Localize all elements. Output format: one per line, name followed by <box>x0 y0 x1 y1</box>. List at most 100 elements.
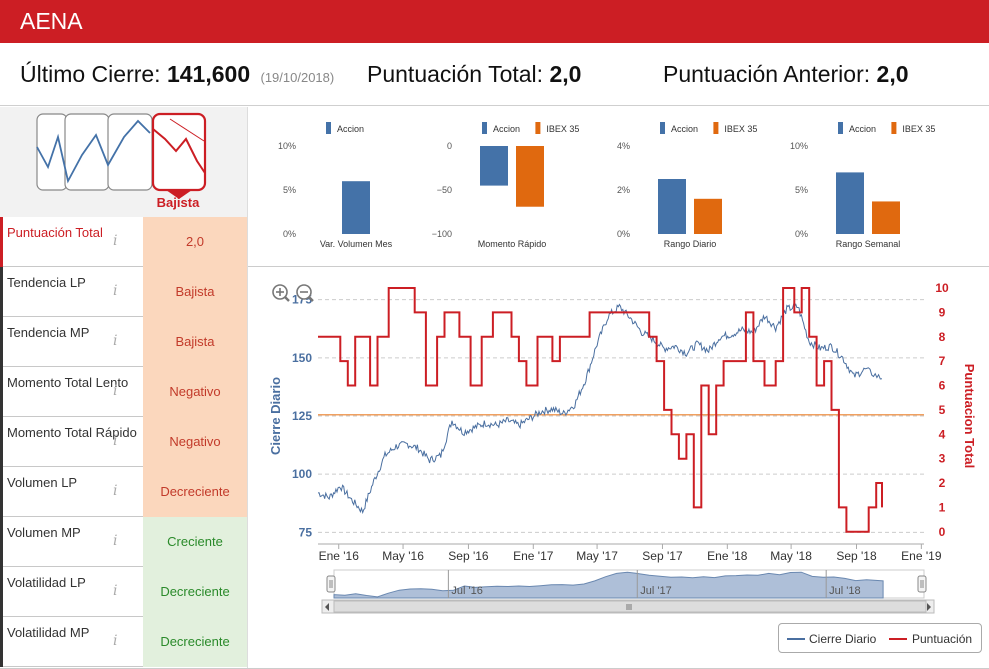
mini-tick-label: 10% <box>790 141 808 151</box>
score-value: Decreciente <box>143 467 247 517</box>
total-score: Puntuación Total: 2,0 <box>367 61 581 88</box>
mini-bar <box>658 179 686 234</box>
mini-tick-label: 0% <box>617 229 630 239</box>
navigator-scrollbar[interactable] <box>321 599 935 614</box>
trend-thumb-1-frame <box>36 113 68 191</box>
x-tick-label: Ene '17 <box>513 549 554 563</box>
scrollbar-thumb[interactable] <box>333 600 927 613</box>
score-row: Volatilidad LP i Decreciente <box>0 567 247 617</box>
trend-selector: Bajista <box>0 107 247 217</box>
bajista-trend-line <box>152 128 206 174</box>
info-icon[interactable]: i <box>113 633 118 649</box>
score-row: Volatilidad MP i Decreciente <box>0 617 247 667</box>
mini-category-label: Rango Diario <box>664 239 717 249</box>
y-tick-label: 150 <box>292 351 312 365</box>
score-value: Decreciente <box>143 567 247 617</box>
score-label: Momento Total Lento <box>0 367 143 417</box>
score-label: Momento Total Rápido <box>0 417 143 467</box>
info-icon[interactable]: i <box>113 533 118 549</box>
mini-legend-label[interactable]: Accion <box>671 124 698 134</box>
legend-score-swatch <box>889 638 907 640</box>
info-icon[interactable]: i <box>113 283 118 299</box>
mini-legend-swatch <box>535 122 541 134</box>
main-chart: 75 100 125 150 175 0 1 2 3 4 5 6 7 8 9 10 Cierre Diario P… <box>262 270 989 668</box>
score-series-line <box>318 287 883 533</box>
mini-tick-label: 5% <box>283 185 296 195</box>
mini-legend-label[interactable]: Accion <box>337 124 364 134</box>
mini-tick-label: −50 <box>437 185 452 195</box>
mini-chart-weekly-range-svg: Accion IBEX 35 0% 5% 10% Rango Semanal <box>790 122 935 249</box>
score-label: Volatilidad LP <box>0 567 143 617</box>
score-value: 2,0 <box>143 217 247 267</box>
score-row: Volumen LP i Decreciente <box>0 467 247 517</box>
score-value: Bajista <box>143 317 247 367</box>
navigator-handle[interactable] <box>326 575 336 593</box>
y2-tick-label: 5 <box>939 403 946 417</box>
mini-legend-swatch <box>838 122 843 134</box>
y2-tick-label: 10 <box>935 281 949 295</box>
x-tick-label: May '18 <box>770 549 812 563</box>
y-tick-label: 75 <box>299 525 313 539</box>
info-icon[interactable]: i <box>113 333 118 349</box>
info-icon[interactable]: i <box>113 383 118 399</box>
previous-score: Puntuación Anterior: 2,0 <box>663 61 909 88</box>
score-label: Puntuación Total <box>0 217 143 267</box>
scroll-right-arrow-icon[interactable] <box>927 603 931 611</box>
trend-thumb-bajista[interactable] <box>151 112 207 199</box>
score-value: Bajista <box>143 267 247 317</box>
x-tick-label: May '16 <box>382 549 424 563</box>
horizontal-divider <box>248 266 989 267</box>
mini-legend-label[interactable]: IBEX 35 <box>724 124 757 134</box>
price-series-line <box>317 303 883 515</box>
mini-chart-momentum: Accion IBEX 35 −100 −50 0 Momento Rápido <box>418 110 588 260</box>
score-row: Momento Total Lento i Negativo <box>0 367 247 417</box>
mini-tick-label: 5% <box>795 185 808 195</box>
header-bar: AENA <box>0 0 989 43</box>
y2-tick-label: 7 <box>939 354 946 368</box>
x-tick-label: Sep '16 <box>448 549 489 563</box>
y2-tick-label: 6 <box>939 379 946 393</box>
last-close-date: (19/10/2018) <box>260 70 335 85</box>
score-value: Creciente <box>143 517 247 567</box>
score-row: Volumen MP i Creciente <box>0 517 247 567</box>
zoom-out-icon[interactable] <box>296 284 314 302</box>
trend-sample-line <box>36 119 151 184</box>
x-tick-label: Ene '18 <box>707 549 748 563</box>
zoom-in-icon[interactable] <box>272 284 290 302</box>
y2-tick-label: 2 <box>939 476 946 490</box>
legend-score-label[interactable]: Puntuación <box>912 632 973 646</box>
range-navigator[interactable]: Jul '16 Jul '17 Jul '18 <box>326 569 927 599</box>
mini-bar <box>342 181 370 234</box>
previous-score-value: 2,0 <box>876 61 909 87</box>
mini-bar <box>694 198 722 234</box>
score-label: Volumen MP <box>0 517 143 567</box>
info-icon[interactable]: i <box>113 483 118 499</box>
score-panel: Bajista Puntuación Total i 2,0 Tendencia LP… <box>0 107 247 669</box>
mini-legend-label[interactable]: IBEX 35 <box>902 124 935 134</box>
mini-legend-swatch <box>482 122 487 134</box>
total-score-label: Puntuación Total: <box>367 61 544 87</box>
x-tick-label: Ene '19 <box>901 549 942 563</box>
navigator-label: Jul '18 <box>829 585 860 597</box>
mini-legend-label[interactable]: IBEX 35 <box>546 124 579 134</box>
previous-score-label: Puntuación Anterior: <box>663 61 871 87</box>
mini-legend-label[interactable]: Accion <box>493 124 520 134</box>
y2-tick-label: 0 <box>939 525 946 539</box>
scroll-left-arrow-icon[interactable] <box>325 603 329 611</box>
bajista-guide-line <box>169 118 205 142</box>
last-close: Último Cierre: 141,600 (19/10/2018) <box>20 61 334 88</box>
y2-tick-label: 4 <box>939 427 946 441</box>
mini-legend-label[interactable]: Accion <box>849 124 876 134</box>
score-value: Negativo <box>143 367 247 417</box>
y2-axis-title: Puntuacion Total <box>962 364 977 468</box>
mini-legend-swatch <box>326 122 331 134</box>
trend-thumb-1[interactable] <box>36 113 68 191</box>
legend-price-label[interactable]: Cierre Diario <box>809 632 877 646</box>
navigator-handle[interactable] <box>917 575 927 593</box>
navigator-area <box>333 571 884 599</box>
mini-category-label: Var. Volumen Mes <box>320 239 393 249</box>
info-icon[interactable]: i <box>113 233 118 249</box>
mini-tick-label: 4% <box>617 141 630 151</box>
info-icon[interactable]: i <box>113 583 118 599</box>
info-icon[interactable]: i <box>113 433 118 449</box>
